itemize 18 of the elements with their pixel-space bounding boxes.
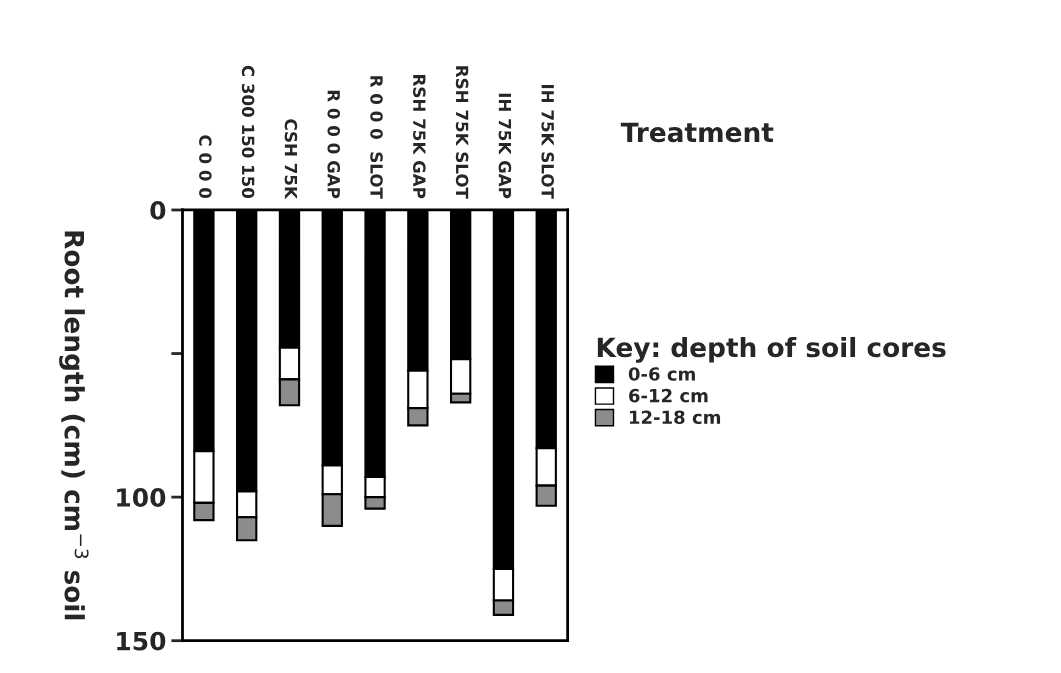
x-tick-label: IH 75K GAP: [498, 93, 512, 199]
legend-label: 12-18 cm: [629, 410, 721, 425]
y-tick-label: 150: [117, 631, 166, 651]
x-tick-label: R 0 0 0 SLOT: [370, 76, 383, 199]
y-axis-title: Root length (cm) cm$^{−3}$ soil: [59, 231, 89, 620]
y-tick-label: 0: [150, 200, 166, 220]
x-tick-label: R 0 0 0 GAP: [327, 90, 341, 199]
x-tick-label: RSH 75K GAP: [413, 75, 426, 199]
legend-label: 6-12 cm: [629, 388, 708, 403]
y-tick-label: 100: [117, 488, 166, 507]
legend-label: 0-6 cm: [628, 367, 695, 381]
legend-title: Key: depth of soil cores: [597, 336, 946, 363]
x-tick-label: CSH 75K: [284, 119, 298, 200]
x-tick-label: C 0 0 0: [199, 135, 212, 199]
x-tick-label: RSH 75K SLOT: [455, 66, 469, 199]
x-tick-label: IH 75K SLOT: [541, 84, 555, 199]
text: Treatment: [620, 122, 774, 143]
x-tick-label: C 300 150 150: [241, 65, 255, 199]
